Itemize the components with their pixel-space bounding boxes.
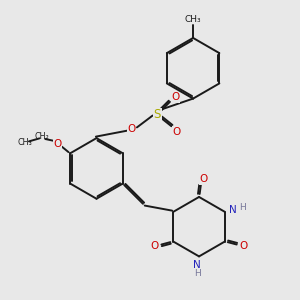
Text: O: O	[200, 174, 208, 184]
Text: H: H	[238, 203, 245, 212]
Text: O: O	[54, 139, 62, 149]
Text: N: N	[229, 205, 237, 215]
Text: H: H	[194, 269, 201, 278]
Text: CH₃: CH₃	[185, 15, 201, 24]
Text: O: O	[171, 92, 179, 102]
Text: N: N	[194, 260, 201, 270]
Text: O: O	[239, 241, 247, 251]
Text: CH₂: CH₂	[35, 132, 50, 141]
Text: S: S	[154, 108, 161, 122]
Text: CH₃: CH₃	[17, 138, 32, 147]
Text: O: O	[151, 241, 159, 251]
Text: O: O	[172, 127, 181, 136]
Text: O: O	[128, 124, 136, 134]
